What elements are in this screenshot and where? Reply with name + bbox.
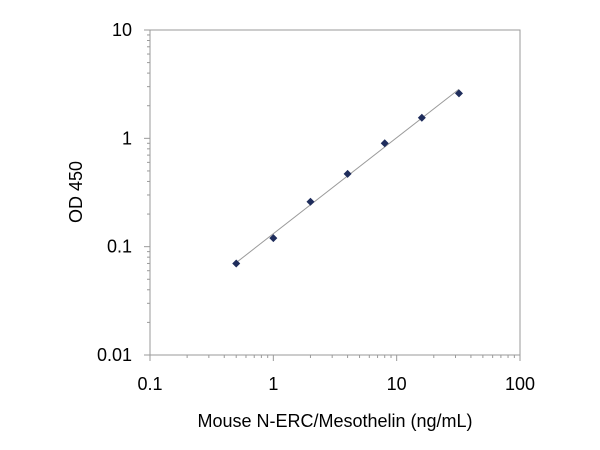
data-point-marker — [454, 89, 463, 98]
data-point-marker — [306, 197, 315, 206]
data-point-marker — [232, 259, 241, 268]
data-point-marker — [269, 234, 278, 243]
y-axis-title: OD 450 — [66, 161, 86, 223]
data-point-marker — [343, 169, 352, 178]
x-major-ticks — [149, 355, 521, 361]
x-axis-title: Mouse N-ERC/Mesothelin (ng/mL) — [197, 411, 472, 431]
x-tick-label: 100 — [505, 374, 535, 394]
y-major-ticks — [144, 29, 150, 356]
data-point-marker — [380, 139, 389, 148]
x-tick-labels: 0.1 1 10 100 — [137, 374, 535, 394]
y-minor-ticks — [147, 34, 150, 323]
x-tick-label: 1 — [268, 374, 278, 394]
plot-frame — [149, 29, 521, 356]
y-tick-label: 0.01 — [97, 345, 132, 365]
y-tick-label: 10 — [112, 20, 132, 40]
y-tick-labels: 0.01 0.1 1 10 — [97, 20, 132, 365]
x-tick-label: 0.1 — [137, 374, 162, 394]
x-tick-label: 10 — [387, 374, 407, 394]
data-markers — [232, 89, 463, 268]
y-tick-label: 0.1 — [107, 237, 132, 257]
x-minor-ticks — [186, 355, 515, 358]
y-tick-label: 1 — [122, 128, 132, 148]
data-point-marker — [417, 113, 426, 122]
